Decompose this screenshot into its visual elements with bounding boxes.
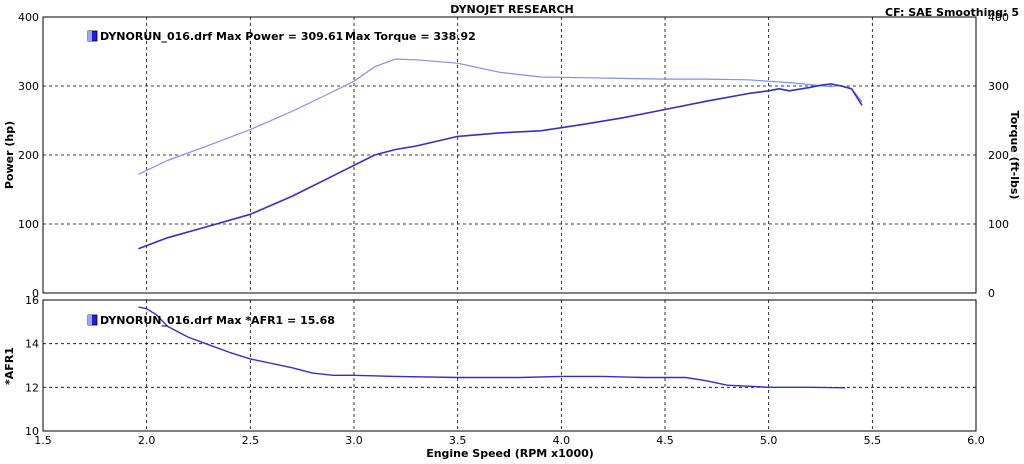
torque-tick-label: 200 (988, 149, 1009, 162)
torque-axis-ticks: 0 100 200 300 400 (988, 11, 1009, 300)
power-tick-label: 300 (18, 80, 39, 93)
afr-tick-label: 12 (25, 381, 39, 394)
header-title: DYNOJET RESEARCH (450, 3, 573, 16)
rpm-tick-label: 3.0 (345, 434, 363, 447)
power-tick-label: 400 (18, 11, 39, 24)
afr-tick-label: 14 (25, 338, 39, 351)
rpm-tick-label: 2.0 (138, 434, 156, 447)
run-file-icon (87, 314, 98, 326)
afr-plot-frame (42, 299, 977, 432)
power-torque-grid (43, 17, 976, 293)
torque-series-line (138, 58, 863, 175)
torque-axis-label: Torque (ft-lbs) (1008, 111, 1021, 200)
rpm-tick-label: 4.5 (656, 434, 674, 447)
afr-axis-ticks: 10 12 14 16 (25, 294, 39, 438)
torque-tick-label: 100 (988, 218, 1009, 231)
power-tick-label: 200 (18, 149, 39, 162)
rpm-tick-label: 5.0 (760, 434, 778, 447)
power-tick-label: 0 (32, 287, 39, 300)
power-legend: DYNORUN_016.drf Max Power = 309.61 Max T… (87, 30, 476, 43)
power-legend-text: DYNORUN_016.drf Max Power = 309.61 (100, 30, 343, 43)
afr-axis-label: *AFR1 (3, 347, 16, 385)
torque-tick-label: 300 (988, 80, 1009, 93)
afr-series (138, 306, 846, 389)
afr-tick-label: 10 (25, 425, 39, 438)
torque-legend-text: Max Torque = 338.92 (345, 30, 476, 43)
header-cf-smoothing: CF: SAE Smoothing: 5 (885, 6, 1019, 19)
power-axis-label: Power (hp) (3, 121, 16, 189)
rpm-tick-label: 2.5 (242, 434, 260, 447)
afr-legend: DYNORUN_016.drf Max *AFR1 = 15.68 (87, 314, 335, 327)
rpm-axis-label: Engine Speed (RPM x1000) (426, 447, 594, 460)
rpm-tick-label: 6.0 (967, 434, 985, 447)
afr-grid (43, 300, 976, 431)
rpm-tick-label: 5.5 (864, 434, 882, 447)
rpm-tick-label: 4.0 (553, 434, 571, 447)
power-series-line (138, 83, 863, 250)
power-torque-series (138, 58, 863, 250)
power-tick-label: 100 (18, 218, 39, 231)
power-torque-plot-frame (42, 16, 977, 294)
rpm-tick-label: 1.5 (34, 434, 52, 447)
torque-tick-label: 400 (988, 11, 1009, 24)
torque-tick-label: 0 (988, 287, 995, 300)
rpm-tick-label: 3.5 (449, 434, 467, 447)
afr-tick-label: 16 (25, 294, 39, 307)
rpm-axis-ticks: 1.5 2.0 2.5 3.0 3.5 4.0 4.5 5.0 5.5 6.0 (34, 434, 985, 447)
power-axis-ticks: 0 100 200 300 400 (18, 11, 39, 300)
run-file-icon (87, 30, 98, 42)
afr-series-line (138, 306, 846, 389)
afr-legend-text: DYNORUN_016.drf Max *AFR1 = 15.68 (100, 314, 335, 327)
